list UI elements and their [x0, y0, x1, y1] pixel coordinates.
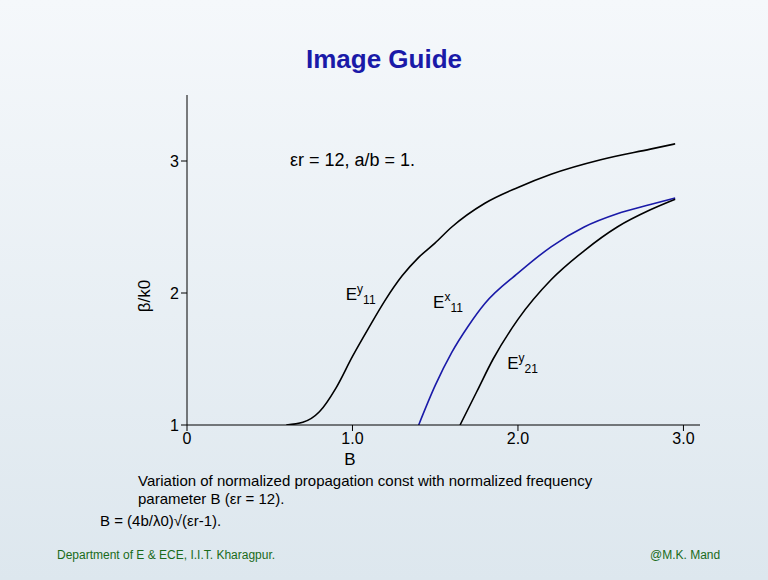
html-text:B = (4b/λ0)√(εr-1).: B = (4b/λ0)√(εr-1). [100, 512, 222, 529]
svg-text:0: 0 [183, 430, 192, 447]
html-text:β/k0: β/k0 [135, 279, 154, 313]
html-text:εr = 12, a/b = 1.: εr = 12, a/b = 1. [290, 150, 416, 170]
html-text:Variation of normalized propag: Variation of normalized propagation cons… [138, 472, 593, 507]
svg-text:1.0: 1.0 [341, 430, 363, 447]
svg-text:2: 2 [170, 285, 179, 302]
html-text:B: B [344, 450, 356, 469]
html-text:Image Guide: Image Guide [306, 44, 462, 74]
html-text:Department of E & ECE, I.I.T.: Department of E & ECE, I.I.T. Kharagpur. [57, 548, 276, 562]
svg-text:3.0: 3.0 [672, 430, 694, 447]
svg-text:3: 3 [170, 153, 179, 170]
svg-text:1: 1 [170, 417, 179, 434]
svg-text:2.0: 2.0 [507, 430, 529, 447]
html-text:@M.K. Mand: @M.K. Mand [650, 548, 721, 562]
svg-text:Ey11: Ey11 [346, 282, 376, 307]
svg-text:Ex11: Ex11 [433, 290, 463, 315]
svg-text:Ey21: Ey21 [507, 351, 538, 376]
